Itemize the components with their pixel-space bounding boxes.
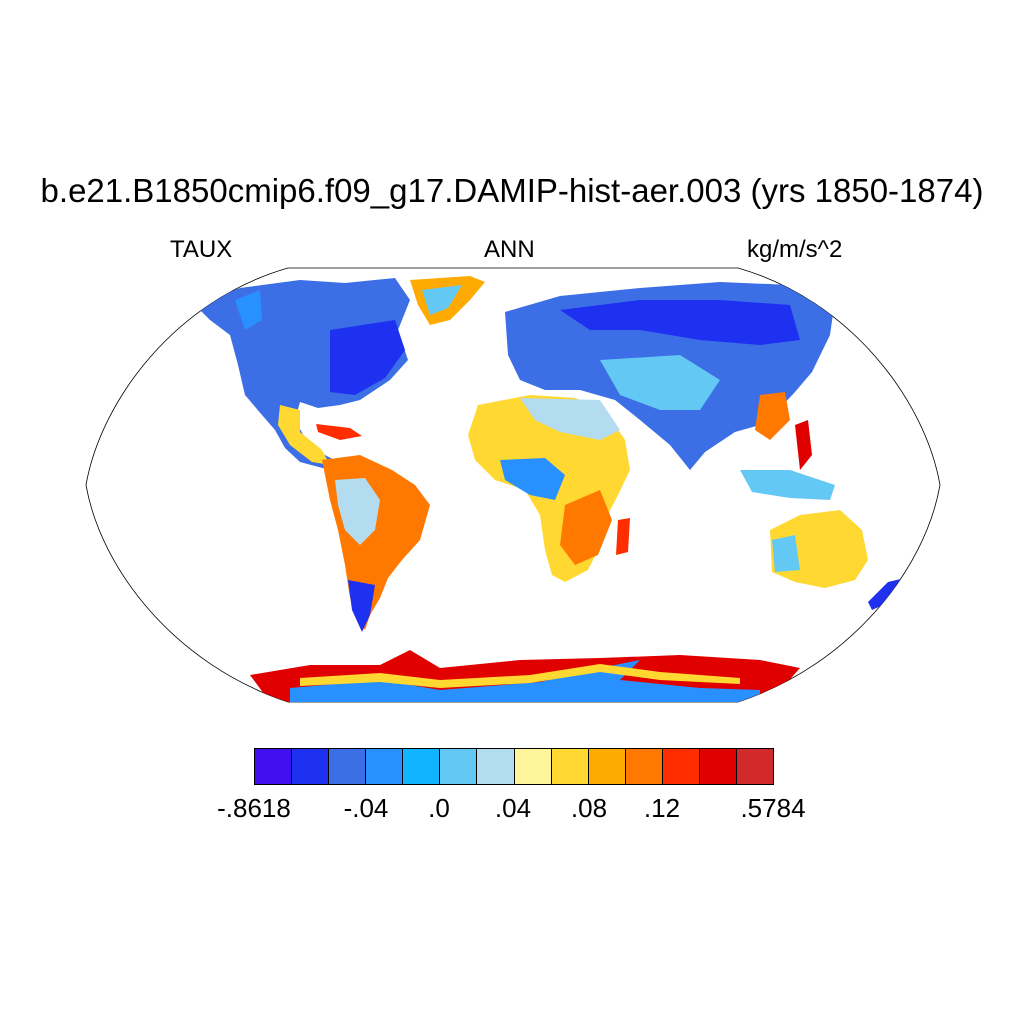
colorbar-tick-label: .12 [643,793,681,823]
madagascar [616,518,630,555]
colorbar-box [551,749,589,784]
colorbar-tick-label: .5784 [740,793,806,823]
central-america [278,405,330,465]
colorbar-tick-label: -.8618 [217,793,291,823]
variable-label: TAUX [170,236,233,263]
colorbar-tick-label: -.04 [343,793,389,823]
colorbar-box [477,749,515,784]
colorbar-tick-label: .08 [570,793,608,823]
south-america-interior [335,478,380,545]
south-america-south [348,580,375,632]
antarctica-blue-band [290,660,760,702]
southeast-asia-islands [740,470,835,500]
colorbar-box [588,749,626,784]
colorbar-box [292,749,330,784]
colorbar-tick-label: .0 [428,793,450,823]
colorbar-box [737,749,774,784]
east-asia-coast [755,392,790,440]
colorbar-box [440,749,478,784]
africa-southeast [560,490,612,565]
colorbar-box [329,749,367,784]
colorbar-box [403,749,441,784]
africa-north-blue [520,398,620,440]
antarctica-yellow-band [300,664,740,688]
north-america-alaska [235,290,262,330]
caribbean-islands [316,424,362,440]
colorbar-box [699,749,738,784]
colorbar-tick-label: .04 [494,793,532,823]
colorbar-box [625,749,663,784]
central-asia [600,355,720,410]
north-america-east [330,320,405,395]
colorbar-box [366,749,404,784]
japan [795,420,812,470]
greenland-inner [422,285,462,315]
colorbar [254,748,774,785]
season-label: ANN [484,236,535,263]
colorbar-box [255,749,293,784]
australia-west [772,535,800,572]
units-label: kg/m/s^2 [747,236,843,263]
colorbar-box [662,749,700,784]
colorbar-box [514,749,552,784]
siberia [560,300,800,345]
africa-central [500,458,565,500]
map-title: b.e21.B1850cmip6.f09_g17.DAMIP-hist-aer.… [40,172,984,209]
